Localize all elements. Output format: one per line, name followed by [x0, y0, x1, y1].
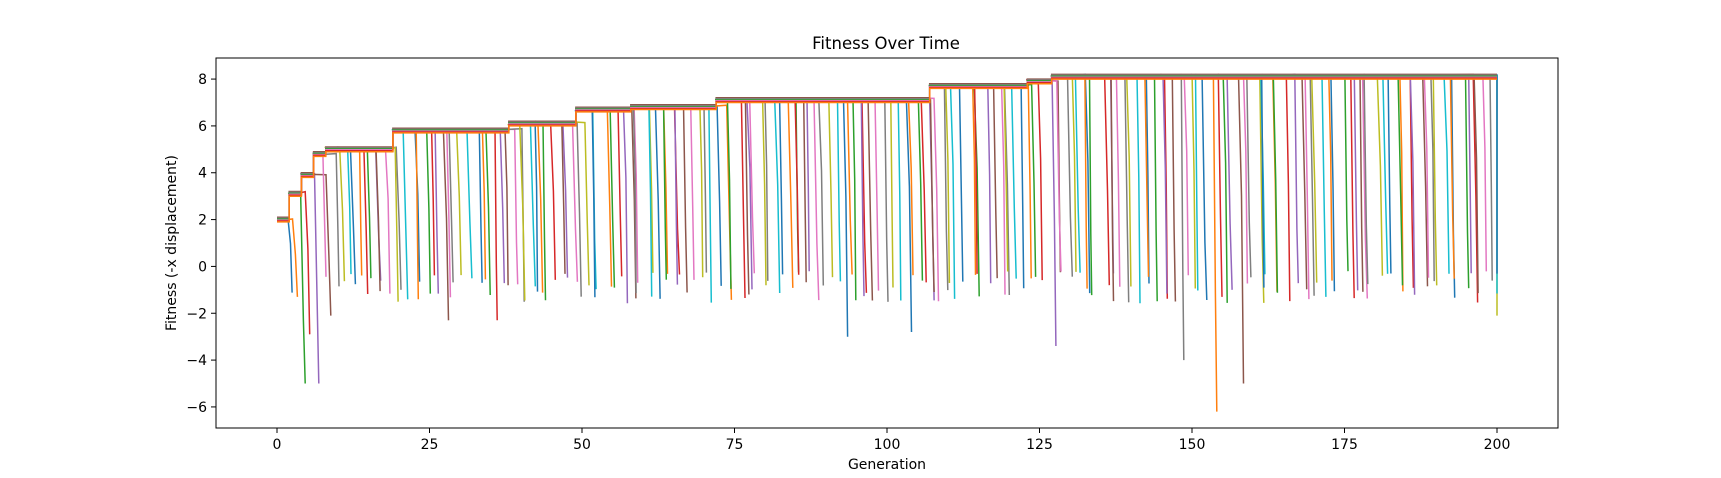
best-fitness-line [277, 77, 1497, 222]
x-tick-label: 0 [273, 437, 282, 453]
y-axis: −6 −4 −2 0 2 4 6 8 [186, 72, 216, 416]
y-tick-label: −4 [186, 353, 207, 369]
x-tick-label: 75 [726, 437, 744, 453]
y-tick-label: 4 [198, 166, 207, 182]
best-fitness-line [277, 74, 1497, 219]
y-tick-label: 6 [198, 119, 207, 135]
chart-title: Fitness Over Time [812, 34, 960, 53]
x-axis: 0 25 50 75 100 125 150 175 200 [273, 428, 1511, 453]
y-tick-label: 8 [198, 72, 207, 88]
best-fitness-line [277, 78, 1497, 223]
y-tick-label: −6 [186, 400, 207, 416]
y-axis-title: Fitness (-x displacement) [164, 155, 180, 331]
y-tick-label: −2 [186, 306, 207, 322]
x-tick-label: 25 [421, 437, 439, 453]
x-tick-label: 100 [874, 437, 901, 453]
series-lines-group [276, 73, 1498, 412]
best-fitness-line [277, 73, 1497, 218]
x-tick-label: 200 [1484, 437, 1511, 453]
x-tick-label: 125 [1026, 437, 1053, 453]
x-tick-label: 150 [1179, 437, 1206, 453]
x-axis-title: Generation [848, 457, 926, 473]
x-tick-label: 50 [573, 437, 591, 453]
x-tick-label: 175 [1331, 437, 1358, 453]
series-line [568, 120, 590, 286]
best-fitness-line [277, 75, 1497, 220]
y-tick-label: 0 [198, 259, 207, 275]
series-line [306, 173, 332, 316]
series-line [318, 152, 340, 287]
best-fitness-line [277, 76, 1497, 221]
y-tick-label: 2 [198, 213, 207, 229]
